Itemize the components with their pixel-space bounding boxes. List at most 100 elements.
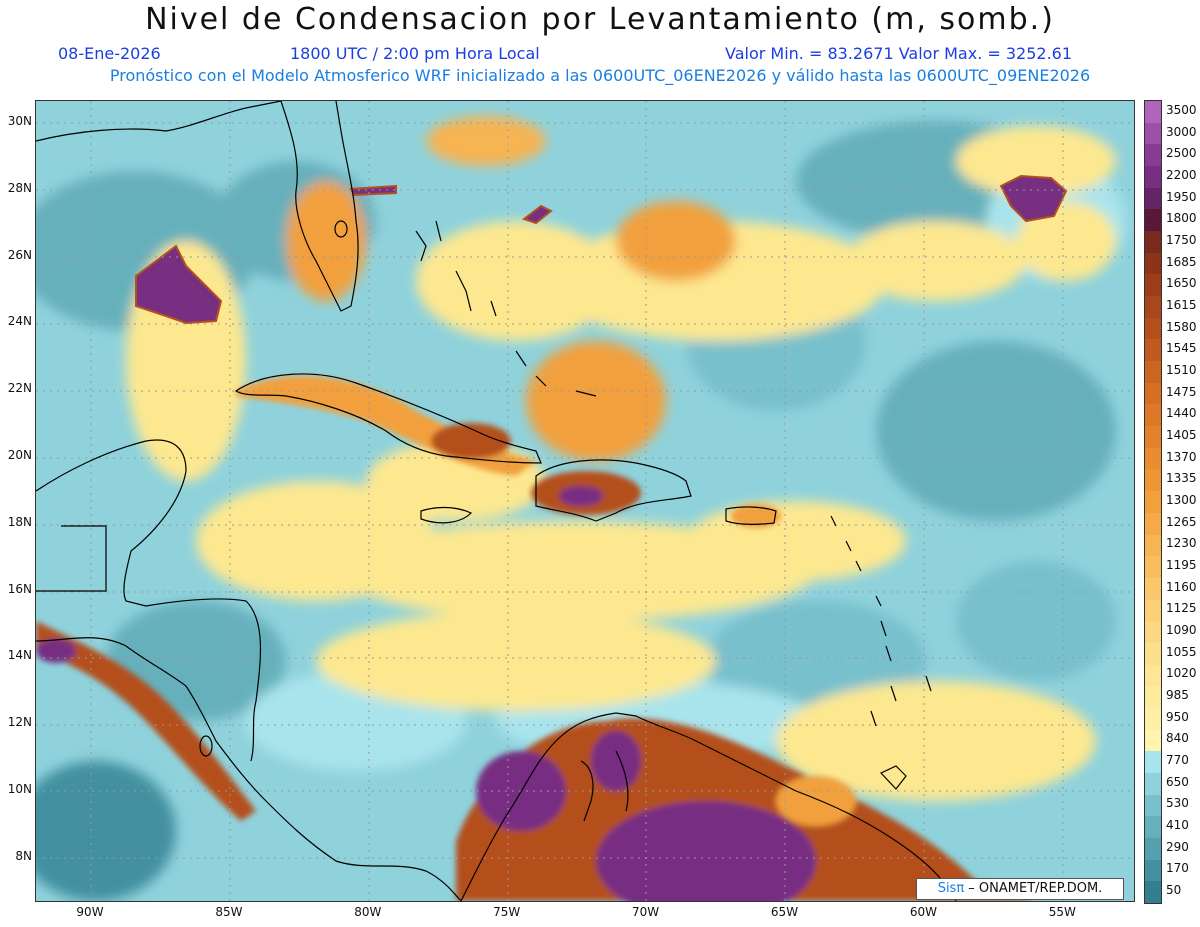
purple-blob-atlantic (999, 174, 1068, 223)
legend-swatch (1145, 209, 1161, 232)
credit-logo: Sisπ (937, 881, 965, 896)
graticule (36, 101, 1134, 901)
legend-swatch (1145, 317, 1161, 340)
lon-label: 60W (909, 905, 937, 919)
legend-label: 3500 (1166, 102, 1197, 117)
legend-swatch (1145, 707, 1161, 731)
legend-label: 50 (1166, 883, 1182, 898)
legend-swatch (1145, 491, 1161, 514)
legend-swatch (1145, 426, 1161, 449)
lat-label: 14N (7, 648, 32, 663)
lon-label: 65W (770, 905, 799, 919)
legend-label: 1125 (1166, 601, 1197, 616)
legend-swatch (1145, 166, 1161, 189)
legend-swatch (1145, 339, 1161, 362)
legend-swatch (1145, 751, 1161, 774)
legend-swatch (1145, 881, 1161, 904)
min-max-values: Valor Min. = 83.2671 Valor Max. = 3252.6… (725, 44, 1073, 63)
legend-label: 1300 (1166, 493, 1197, 507)
legend-label: 1475 (1166, 384, 1197, 399)
legend-swatch (1145, 772, 1161, 796)
legend-label: 770 (1166, 753, 1189, 768)
lat-label: 24N (7, 314, 32, 329)
legend-swatch (1145, 859, 1161, 882)
legend-swatch (1145, 382, 1161, 405)
legend-label: 1020 (1166, 666, 1197, 681)
legend-swatch (1145, 816, 1161, 839)
legend-swatch (1145, 621, 1161, 644)
lat-label: 16N (7, 581, 32, 596)
model-init-info: Pronóstico con el Modelo Atmosferico WRF… (109, 66, 1091, 85)
legend-label: 840 (1166, 731, 1189, 746)
legend-label: 1195 (1166, 558, 1197, 573)
legend-label: 2200 (1166, 167, 1197, 182)
legend-swatch (1145, 837, 1161, 861)
lon-label: 70W (632, 905, 660, 919)
legend-swatch (1145, 274, 1161, 297)
legend-label: 170 (1166, 861, 1189, 876)
purple-blob-gulf (135, 244, 223, 325)
high-values (36, 376, 1036, 901)
lon-label: 75W (493, 905, 521, 919)
lon-label: 80W (354, 905, 382, 919)
legend-label: 290 (1166, 839, 1189, 854)
legend-label: 1160 (1166, 579, 1197, 594)
legend-swatch (1145, 296, 1161, 319)
legend-label: 1800 (1166, 211, 1197, 226)
lat-label: 26N (7, 247, 32, 262)
lat-label: 8N (15, 848, 32, 863)
legend-label: 2500 (1166, 146, 1197, 161)
lat-label: 28N (7, 180, 32, 195)
legend-label: 1650 (1166, 276, 1197, 291)
legend-swatch (1145, 512, 1161, 535)
legend-swatch (1145, 187, 1161, 210)
coastlines (36, 101, 957, 901)
legend-swatch (1145, 599, 1161, 622)
legend-label: 1950 (1166, 189, 1197, 204)
lat-label: 18N (7, 514, 32, 529)
lat-label: 12N (7, 715, 32, 730)
lcl-map (35, 100, 1135, 902)
legend-label: 985 (1166, 688, 1189, 703)
legend-swatch (1145, 642, 1161, 666)
lat-label: 10N (7, 782, 32, 796)
forecast-date: 08-Ene-2026 (58, 44, 161, 63)
legend-swatch (1145, 361, 1161, 384)
purple-blob-bahamas (521, 204, 553, 225)
legend-swatch (1145, 469, 1161, 492)
legend-label: 530 (1166, 796, 1189, 811)
lon-label: 85W (215, 905, 243, 919)
legend-swatch (1145, 252, 1161, 275)
legend-swatch (1145, 231, 1161, 254)
legend-swatch (1145, 664, 1161, 687)
legend-swatch (1145, 794, 1161, 817)
legend-label: 1405 (1166, 427, 1197, 442)
credit-text: – ONAMET/REP.DOM. (964, 881, 1103, 896)
legend-label: 650 (1166, 774, 1189, 789)
map-canvas (36, 101, 1134, 901)
legend-swatch (1145, 404, 1161, 427)
forecast-time: 1800 UTC / 2:00 pm Hora Local (290, 44, 540, 63)
legend-swatch (1145, 577, 1161, 601)
legend-label: 1510 (1166, 362, 1197, 377)
legend-label: 1055 (1166, 644, 1197, 659)
legend-label: 1265 (1166, 514, 1197, 529)
legend-label: 1615 (1166, 297, 1197, 312)
lon-label: 90W (76, 905, 104, 919)
map-title: Nivel de Condensacion por Levantamiento … (145, 2, 1055, 37)
legend-swatch (1145, 447, 1161, 470)
legend-swatch (1145, 534, 1161, 557)
legend-swatch (1145, 122, 1161, 145)
legend-label: 1750 (1166, 232, 1197, 247)
legend-label: 410 (1166, 818, 1189, 833)
lat-label: 22N (7, 381, 32, 396)
legend-swatch (1145, 144, 1161, 167)
color-legend (1144, 100, 1162, 904)
legend-label: 1685 (1166, 254, 1197, 269)
legend-label: 950 (1166, 709, 1189, 724)
legend-swatch (1145, 556, 1161, 579)
lat-label: 20N (7, 448, 32, 462)
legend-label: 1580 (1166, 319, 1197, 334)
legend-swatch (1145, 686, 1161, 709)
legend-label: 1370 (1166, 449, 1197, 464)
